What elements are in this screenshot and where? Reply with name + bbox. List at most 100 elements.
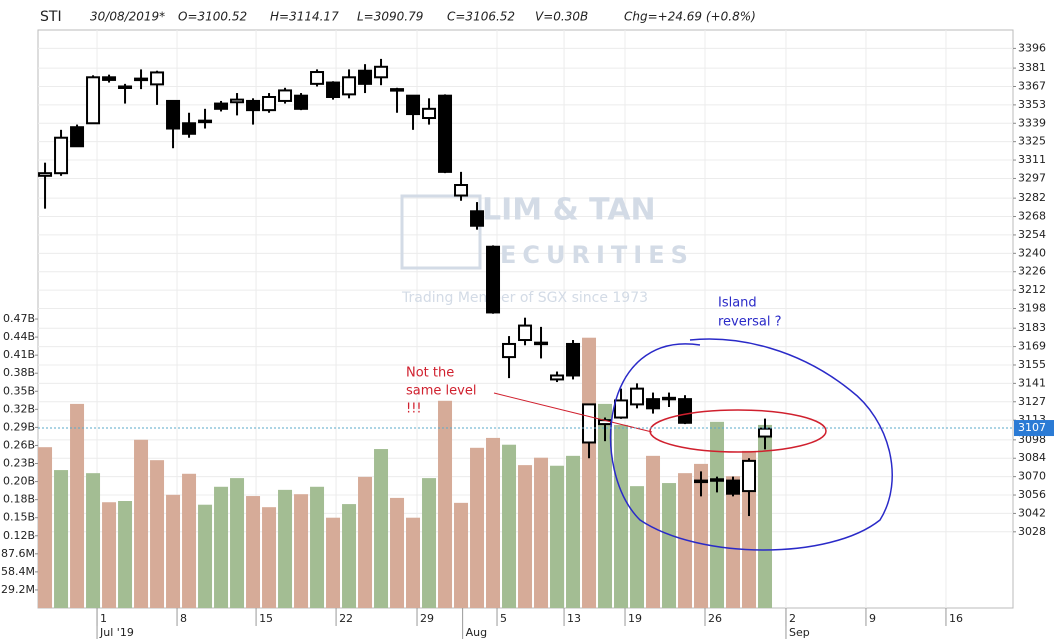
y-tick-label: 3311 xyxy=(1018,153,1046,166)
volume-bar xyxy=(502,444,517,608)
candle-body xyxy=(230,98,245,104)
candle-body xyxy=(86,76,101,125)
volume-bar xyxy=(726,476,741,608)
candle-body xyxy=(470,210,485,227)
y-tick-label: 3268 xyxy=(1018,210,1046,223)
symbol: STI xyxy=(40,9,62,25)
volume-tick-label: 0.44B xyxy=(3,330,35,343)
month-label: Aug xyxy=(466,626,487,639)
volume-tick-label: 0.38B xyxy=(3,366,35,379)
hand-drawings xyxy=(493,338,893,551)
candle-body xyxy=(182,122,197,135)
watermark-logo xyxy=(400,194,482,270)
volume-bar xyxy=(182,473,197,608)
candle-body xyxy=(278,89,293,102)
volume-bar xyxy=(342,504,357,608)
x-tick-label: 9 xyxy=(869,612,876,625)
candle-body xyxy=(486,245,501,314)
change: Chg=+24.69 (+0.8%) xyxy=(624,10,756,24)
x-tick-label: 29 xyxy=(420,612,434,625)
candle-body xyxy=(54,136,69,175)
date: 30/08/2019* xyxy=(90,10,165,24)
volume-tick-label: 0.29B xyxy=(3,420,35,433)
x-tick-label: 13 xyxy=(567,612,581,625)
volume-tick-label: 0.20B xyxy=(3,475,35,488)
red-pointer xyxy=(493,392,653,433)
volume-bar xyxy=(486,437,501,608)
volume-bar xyxy=(214,486,229,608)
candle-body xyxy=(742,459,757,493)
y-tick-label: 3183 xyxy=(1018,321,1046,334)
y-tick-label: 3141 xyxy=(1018,376,1046,389)
volume-bar xyxy=(422,478,437,608)
volume-tick-label: 0.47B xyxy=(3,312,35,325)
watermark-sub: ECURITIES xyxy=(500,241,694,269)
y-tick-label: 3127 xyxy=(1018,395,1046,408)
volume-bar xyxy=(230,478,245,608)
y-tick-label: 3042 xyxy=(1018,506,1046,519)
volume-tick-label: 29.2M xyxy=(1,583,35,596)
candle-body xyxy=(342,76,357,96)
volume-bar xyxy=(70,403,85,608)
low: L=3090.79 xyxy=(357,10,423,24)
volume-bar xyxy=(646,455,661,608)
candle-body xyxy=(662,396,677,401)
volume: V=0.30B xyxy=(535,10,588,24)
header: STI 30/08/2019* O=3100.52 H=3114.17 L=30… xyxy=(40,9,756,25)
volume-bar xyxy=(678,473,693,608)
y-tick-label: 3325 xyxy=(1018,135,1046,148)
candle-body xyxy=(358,69,373,85)
volume-bar xyxy=(374,449,389,608)
volume-tick-label: 87.6M xyxy=(1,547,35,560)
watermark: LIM & TAN ECURITIES Trading Member of SG… xyxy=(400,193,694,306)
candle-body xyxy=(582,403,597,444)
x-tick-label: 2 xyxy=(789,612,796,625)
watermark-name: LIM & TAN xyxy=(482,193,656,228)
volume-bar xyxy=(518,465,533,608)
volume-bar xyxy=(118,500,133,608)
y-tick-label: 3367 xyxy=(1018,79,1046,92)
candle-body xyxy=(710,478,725,482)
candle-body xyxy=(534,341,549,346)
volume-bar xyxy=(566,455,581,608)
y-tick-label: 3353 xyxy=(1018,98,1046,111)
candle-body xyxy=(758,427,773,438)
candle-body xyxy=(374,65,389,79)
volume-bar xyxy=(134,439,149,608)
volume-bar xyxy=(758,424,773,608)
candle-body xyxy=(566,342,581,377)
axes: 3396 3381 3367 3353 3339 3325 3311 3297 3282 3268… xyxy=(1,41,1054,639)
volume-bar xyxy=(246,496,261,608)
grid xyxy=(38,30,1013,608)
volume-tick-label: 0.15B xyxy=(3,511,35,524)
candle-body xyxy=(614,399,629,419)
volume-tick-label: 58.4M xyxy=(1,565,35,578)
x-tick-label: 19 xyxy=(628,612,642,625)
volume-bar xyxy=(150,460,165,608)
x-tick-label: 16 xyxy=(949,612,963,625)
candle-body xyxy=(118,85,133,89)
candle-body xyxy=(214,102,229,110)
volume-bar xyxy=(38,447,53,608)
volume-bar xyxy=(294,494,309,608)
candle-body xyxy=(694,479,709,484)
volume-tick-label: 0.35B xyxy=(3,384,35,397)
volume-bar xyxy=(406,517,421,608)
blue-circle xyxy=(609,338,893,551)
y-tick-label: 3297 xyxy=(1018,171,1046,184)
volume-bar xyxy=(470,447,485,608)
volume-bar xyxy=(550,465,565,608)
volume-bar xyxy=(390,497,405,608)
volume-bar xyxy=(454,502,469,608)
y-tick-label: 3155 xyxy=(1018,358,1046,371)
y-tick-label: 3212 xyxy=(1018,283,1046,296)
candle-body xyxy=(406,94,421,116)
x-tick-label: 8 xyxy=(180,612,187,625)
volume-bar xyxy=(358,476,373,608)
volume-bar xyxy=(630,486,645,608)
y-tick-label: 3084 xyxy=(1018,451,1046,464)
watermark-tagline: Trading Member of SGX since 1973 xyxy=(401,290,648,306)
candle-body xyxy=(262,95,277,112)
candle-body xyxy=(70,126,85,148)
y-tick-label: 3169 xyxy=(1018,340,1046,353)
